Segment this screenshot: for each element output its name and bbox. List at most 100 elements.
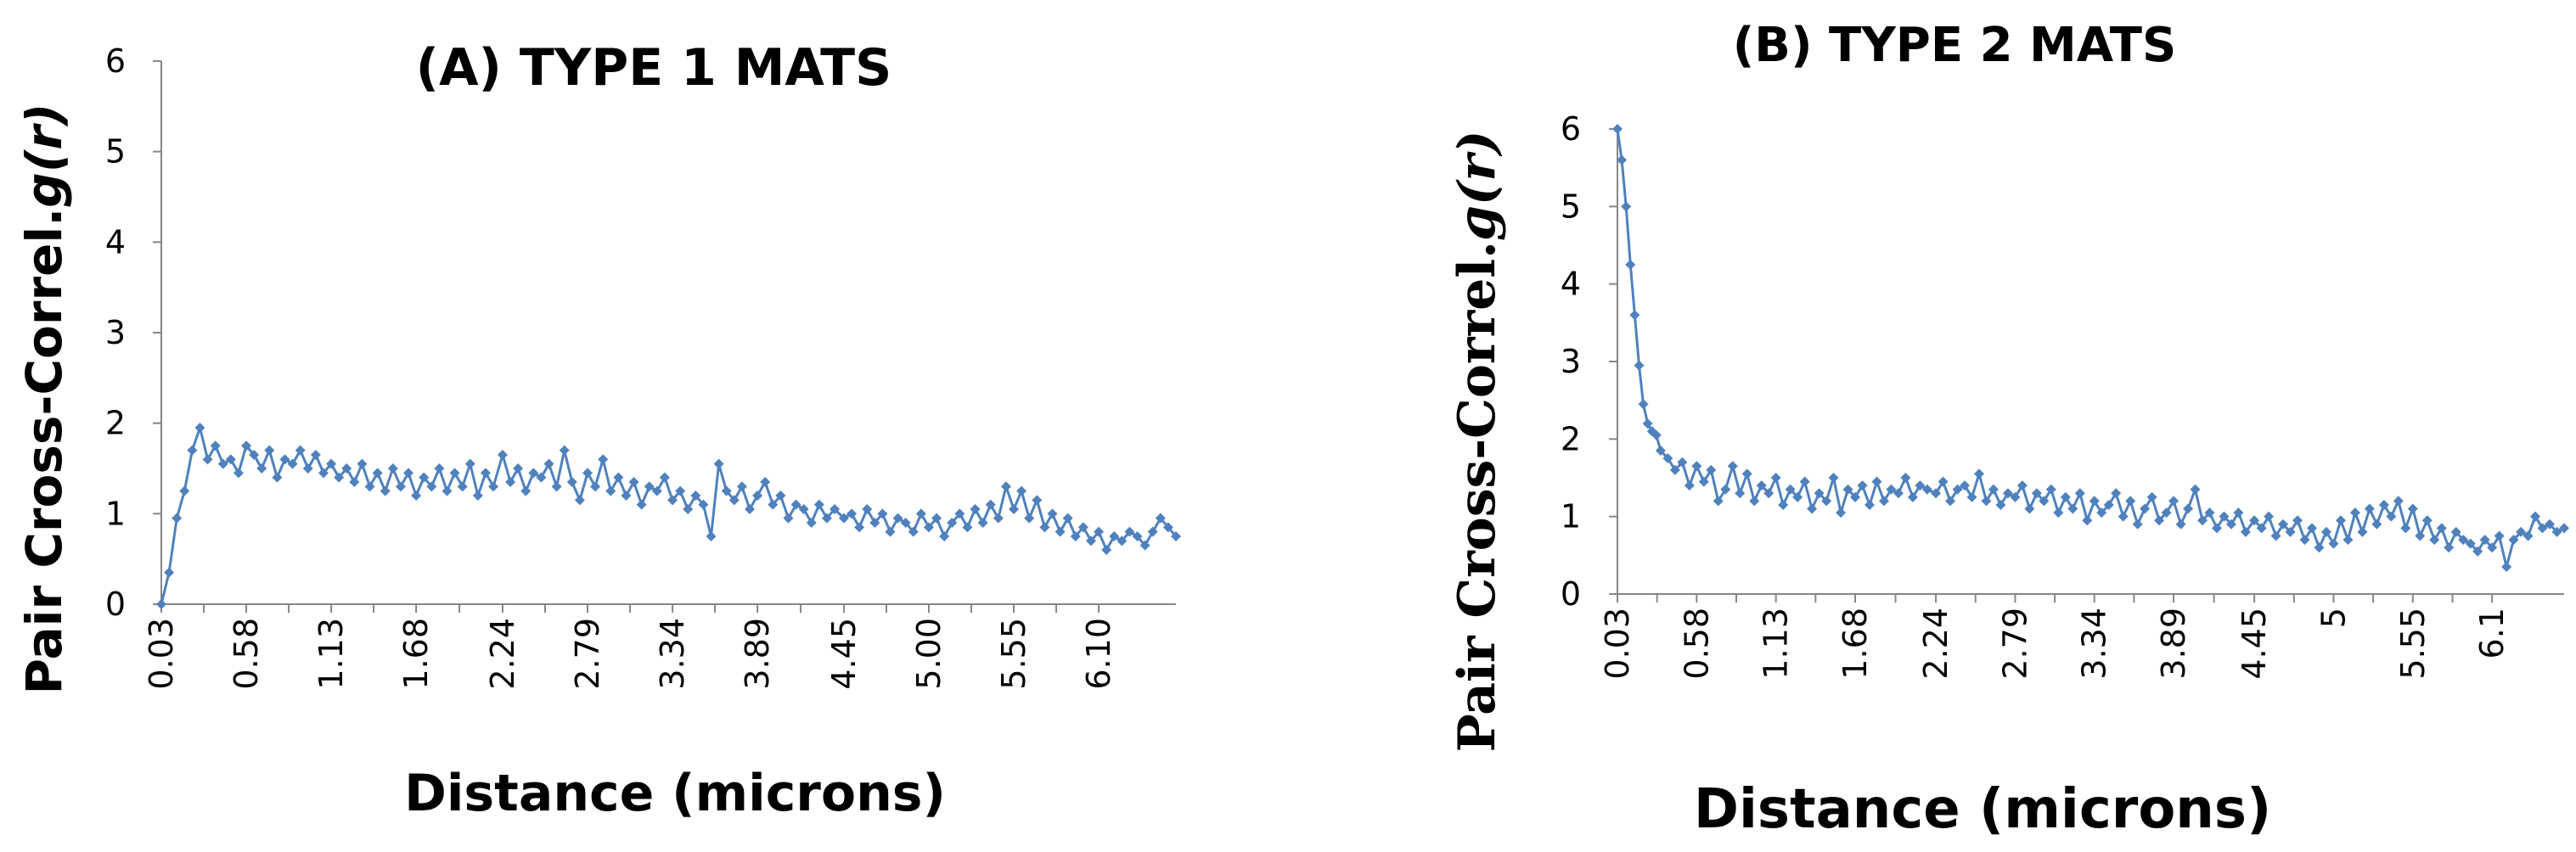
panel-a-data-point xyxy=(721,485,732,496)
panel-a-data-point xyxy=(264,445,275,456)
panel-b-x-tick-label: 1.13 xyxy=(1758,608,1795,680)
panel-a-data-point xyxy=(1162,522,1173,533)
panel-b-data-point xyxy=(2328,538,2339,549)
panel-a-data-point xyxy=(202,454,213,465)
panel-a-data-point xyxy=(728,495,740,506)
panel-a-x-tick-label: 2.79 xyxy=(569,618,606,690)
panel-b-data-point xyxy=(1669,464,1680,475)
panel-b-data-point xyxy=(2249,515,2260,526)
panel-b-data-point xyxy=(2103,499,2114,510)
panel-b-data-point xyxy=(1727,461,1738,472)
panel-a-x-tick-label: 5.00 xyxy=(910,618,948,690)
panel-a-data-point xyxy=(821,513,832,524)
panel-a-data-point xyxy=(1085,535,1096,547)
panel-b-data-point xyxy=(2118,511,2129,522)
panel-a-data-point xyxy=(480,468,491,479)
panel-a-data-point xyxy=(1055,526,1066,537)
panel-a-data-point xyxy=(915,508,926,519)
panel-b-data-point xyxy=(2429,535,2440,546)
panel-a-y-axis-label: Pair Cross-Correl.g(r) xyxy=(15,104,73,695)
panel-a-data-point xyxy=(892,513,903,524)
panel-b-data-point xyxy=(2140,503,2151,514)
panel-b-data-point xyxy=(2465,538,2476,549)
panel-a-data-point xyxy=(869,518,880,528)
panel-b-data-point xyxy=(1621,201,1632,212)
panel-b-data-point xyxy=(2450,526,2461,537)
panel-a-data-point xyxy=(1132,531,1143,541)
panel-a-data-point xyxy=(985,499,996,510)
panel-a-data-point xyxy=(885,526,896,537)
panel-b-x-tick-label: 2.24 xyxy=(1917,608,1954,680)
panel-b-data-point xyxy=(2444,542,2455,553)
panel-b-data-point xyxy=(2501,562,2512,573)
panel-b-data-point xyxy=(2415,530,2426,541)
panel-b-data-point xyxy=(2378,499,2389,510)
panel-a-y-tick-label: 0 xyxy=(105,586,126,623)
panel-a-data-point xyxy=(1016,485,1027,496)
panel-a-data-point xyxy=(977,518,988,528)
panel-b-data-point xyxy=(1625,259,1636,270)
panel-b-x-tick-label: 0.58 xyxy=(1678,608,1715,680)
panel-a-data-point xyxy=(644,481,655,492)
panel-b-y-tick-label: 6 xyxy=(1561,110,1581,148)
panel-a-data-point xyxy=(690,490,701,501)
panel-a-data-point xyxy=(434,463,445,474)
panel-a-data-point xyxy=(1039,522,1050,533)
panel-b-data-point xyxy=(1900,473,1911,483)
panel-a-data-point xyxy=(713,458,724,469)
panel-a-data-point xyxy=(813,499,824,510)
panel-a-data-point xyxy=(295,445,306,456)
panel-b-data-point xyxy=(2487,542,2498,553)
panel-b-data-point xyxy=(2031,488,2042,499)
panel-b-data-point xyxy=(1921,484,1932,495)
panel-b-title: (B) TYPE 2 MATS xyxy=(1733,18,2177,73)
panel-a-data-point xyxy=(566,477,577,487)
panel-a-data-point xyxy=(187,445,198,456)
panel-a-data-point xyxy=(760,477,771,487)
panel-a-y-tick-label: 6 xyxy=(105,42,126,80)
panel-b-series-line xyxy=(1616,128,2565,569)
panel-a-data-point xyxy=(279,454,290,465)
panel-b-data-point xyxy=(2002,488,2013,499)
panel-a-x-axis-label: Distance (microns) xyxy=(404,764,946,823)
panel-a-data-point xyxy=(582,468,593,479)
panel-a-data-point xyxy=(1077,522,1088,533)
panel-a-data-point xyxy=(442,485,453,496)
panel-b-x-tick-label: 5.55 xyxy=(2394,608,2432,680)
panel-a-data-point xyxy=(426,481,437,492)
panel-b-data-point xyxy=(2285,526,2296,537)
panel-b-data-point xyxy=(1850,491,1861,502)
panel-a-data-point xyxy=(659,472,670,483)
panel-a-data-point xyxy=(1024,513,1035,524)
panel-b-data-point xyxy=(1677,457,1688,468)
panel-a-data-point xyxy=(846,508,858,519)
panel-b-data-point xyxy=(2523,530,2534,541)
panel-b-data-point xyxy=(2211,523,2222,534)
panel-b-data-point xyxy=(1952,484,1963,495)
panel-b-data-point xyxy=(2386,511,2397,522)
panel-b-data-point xyxy=(2393,496,2404,507)
panel-a-x-tick-label: 0.03 xyxy=(143,618,180,690)
panel-b-data-point xyxy=(1995,499,2006,510)
panel-b-x-tick-label: 4.45 xyxy=(2236,608,2273,680)
panel-a-data-point xyxy=(387,463,398,474)
panel-a-data-point xyxy=(233,468,244,479)
panel-a-y-axis-label-variable: g(r) xyxy=(15,104,73,208)
panel-b-y-tick-label: 4 xyxy=(1561,266,1581,303)
panel-a-data-point xyxy=(939,531,950,541)
panel-b-data-point xyxy=(2357,526,2368,537)
panel-a-data-point xyxy=(1155,513,1166,524)
panel-a-data-point xyxy=(464,458,475,469)
panel-b-data-point xyxy=(2132,518,2143,530)
panel-a-data-point xyxy=(536,472,547,483)
panel-b-data-point xyxy=(2335,515,2346,526)
panel-b-data-point xyxy=(2089,496,2100,507)
panel-b-data-point xyxy=(2060,491,2071,502)
panel-a-data-point xyxy=(768,499,779,510)
panel-a-data-point xyxy=(698,499,709,510)
panel-b-data-point xyxy=(1966,491,1977,502)
panel-a-data-point xyxy=(954,508,965,519)
panel-b-x-tick-label: 0.03 xyxy=(1599,608,1636,680)
panel-a-data-point xyxy=(1032,495,1043,506)
panel-b-data-point xyxy=(2278,518,2289,530)
